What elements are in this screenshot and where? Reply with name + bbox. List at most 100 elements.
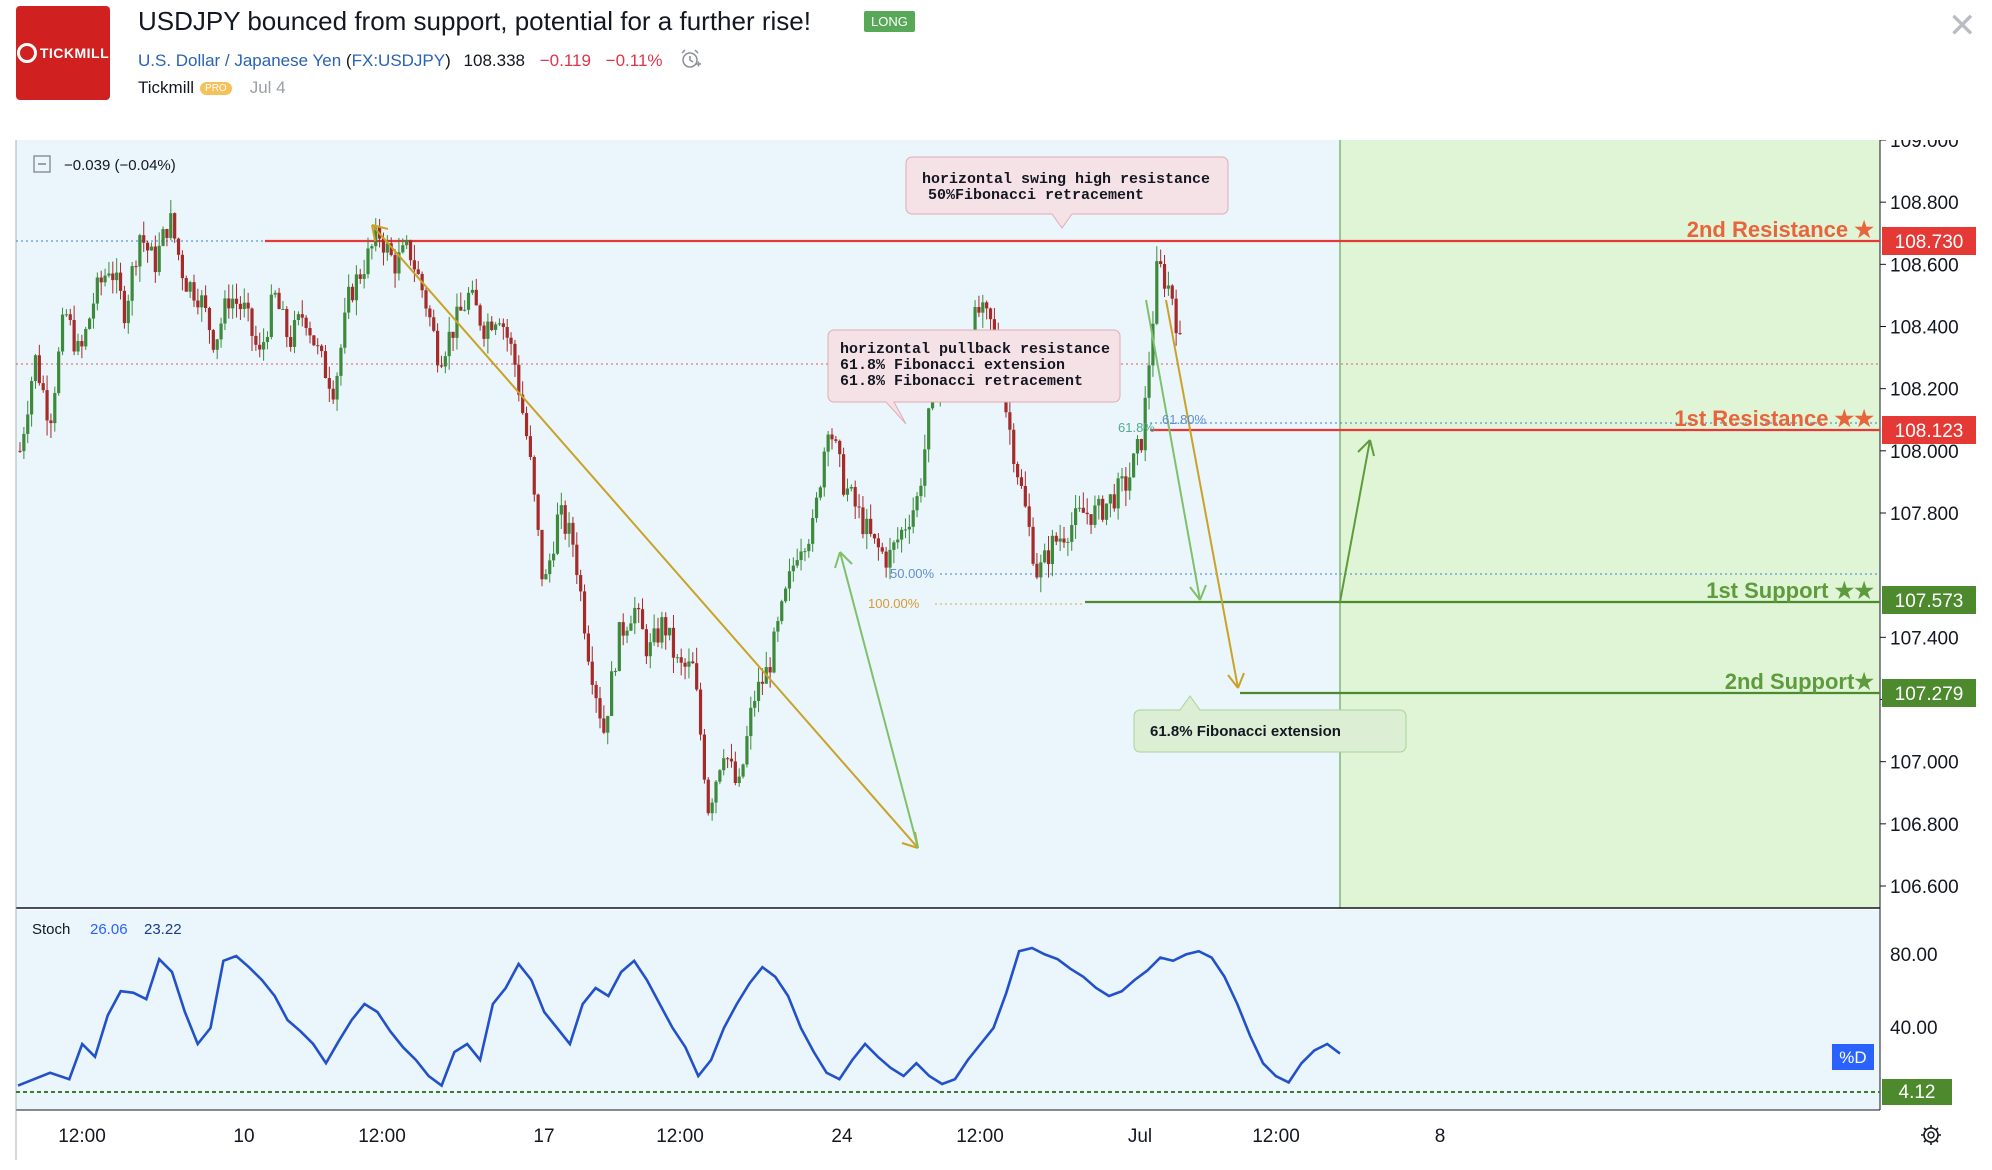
candle-body — [900, 529, 904, 540]
candle-body — [613, 671, 618, 673]
candle-body — [521, 394, 525, 414]
ext-arrow-b — [1165, 299, 1239, 689]
price-tick-label: 108.000 — [1890, 442, 1959, 463]
candle-body — [424, 290, 428, 309]
candle-body — [219, 323, 223, 340]
candle-body — [1004, 395, 1008, 413]
candle-body — [590, 661, 594, 685]
legend-change: −0.039 (−0.04%) — [64, 157, 176, 174]
candle-body — [1023, 485, 1027, 507]
fib-50-label: 50.00% — [890, 566, 935, 581]
symbol-name-link[interactable]: U.S. Dollar / Japanese Yen — [138, 51, 342, 70]
candle-body — [1093, 505, 1097, 525]
candle-body — [60, 314, 65, 352]
candle-body — [157, 245, 161, 273]
candle-body — [285, 308, 289, 337]
idea-title: USDJPY bounced from support, potential f… — [138, 6, 811, 36]
stoch-d-value: 23.22 — [144, 921, 182, 938]
candle-body — [977, 307, 981, 313]
candle-body — [652, 628, 656, 643]
candle-body — [316, 345, 320, 347]
candle-body — [780, 601, 784, 622]
price-tick-label: 107.400 — [1890, 628, 1959, 649]
author-name[interactable]: Tickmill — [138, 78, 195, 97]
logo-text: TICKMILL — [39, 45, 110, 61]
candle-body — [173, 213, 177, 239]
time-tick-label: Jul — [1128, 1126, 1152, 1147]
candle-body — [204, 295, 208, 308]
candle-body — [1178, 333, 1182, 335]
candle-body — [292, 320, 297, 347]
alarm-clock-icon[interactable] — [679, 48, 703, 70]
candle-body — [586, 633, 590, 662]
candle-body — [466, 292, 471, 310]
ticker-link[interactable]: FX:USDJPY — [351, 51, 446, 70]
candle-body — [540, 529, 544, 580]
close-icon[interactable]: ✕ — [1948, 7, 1977, 45]
candle-body — [26, 414, 30, 434]
candle-body — [142, 235, 146, 243]
candle-body — [76, 341, 80, 352]
candle-body — [1104, 503, 1109, 520]
candle-body — [988, 308, 993, 320]
candle-body — [180, 254, 184, 279]
candle-body — [200, 295, 204, 308]
stoch-current-text: 4.12 — [1899, 1082, 1936, 1103]
candle-body — [1108, 494, 1112, 504]
candle-body — [153, 246, 157, 273]
candle-body — [242, 302, 246, 310]
candle-body — [273, 292, 277, 295]
tickmill-logo[interactable]: TICKMILL — [16, 6, 110, 100]
time-tick-label: 24 — [831, 1126, 853, 1147]
time-axis[interactable]: 12:00 10 12:00 17 12:00 24 12:00 Jul 12:00 8 — [58, 1126, 1445, 1147]
candle-body — [412, 260, 416, 270]
settings-gear-icon[interactable] — [1921, 1125, 1941, 1145]
candle-body — [718, 770, 722, 782]
callout-swing-high-line1: horizontal swing high resistance — [922, 171, 1210, 188]
candle-body — [679, 657, 683, 663]
candle-body — [656, 628, 660, 643]
candle-body — [814, 497, 819, 518]
candle-body — [370, 246, 374, 249]
callout-pullback-box — [827, 329, 1121, 425]
candle-body — [320, 345, 324, 352]
candle-body — [176, 238, 181, 255]
candle-body — [594, 684, 598, 699]
candle-body — [281, 308, 285, 310]
support-1-name: 1st Support ★★ — [1706, 578, 1874, 603]
candle-body — [1016, 463, 1020, 478]
candle-body — [149, 246, 154, 251]
stoch-tick-40: 40.00 — [1890, 1018, 1938, 1039]
candle-body — [548, 560, 552, 575]
collapse-legend-icon[interactable] — [33, 155, 51, 173]
candle-body — [1081, 507, 1085, 513]
candle-body — [439, 365, 444, 367]
candle-body — [300, 314, 304, 318]
pro-badge: PRO — [200, 82, 232, 95]
resistance-1-name: 1st Resistance ★★ — [1674, 406, 1874, 431]
candle-body — [68, 314, 72, 321]
candle-body — [408, 240, 413, 261]
candle-body — [1166, 285, 1170, 289]
candle-body — [1151, 323, 1155, 366]
candle-body — [80, 341, 84, 347]
candle-body — [981, 302, 985, 313]
price-tag-s2: 107.279 — [1882, 679, 1976, 707]
price-tick-label: 106.600 — [1890, 877, 1959, 898]
candle-body — [849, 486, 853, 489]
candle-body — [265, 336, 270, 343]
candle-body — [1070, 525, 1074, 542]
candle-body — [84, 328, 88, 347]
candle-body — [126, 300, 130, 324]
time-tick-label: 12:00 — [1252, 1126, 1300, 1147]
chart[interactable]: 50.00% 100.00% 61.8% 61.80% horizontal s… — [0, 140, 1992, 1170]
callout-pullback-line1: horizontal pullback resistance — [840, 341, 1110, 358]
candle-body — [598, 698, 602, 719]
candle-body — [791, 565, 795, 572]
candle-body — [254, 335, 258, 345]
callout-swing-high-line2: 50%Fibonacci retracement — [928, 187, 1144, 204]
candle-body — [838, 440, 842, 455]
candle-body — [706, 779, 710, 814]
candle-body — [544, 574, 548, 580]
candle-body — [726, 758, 730, 760]
